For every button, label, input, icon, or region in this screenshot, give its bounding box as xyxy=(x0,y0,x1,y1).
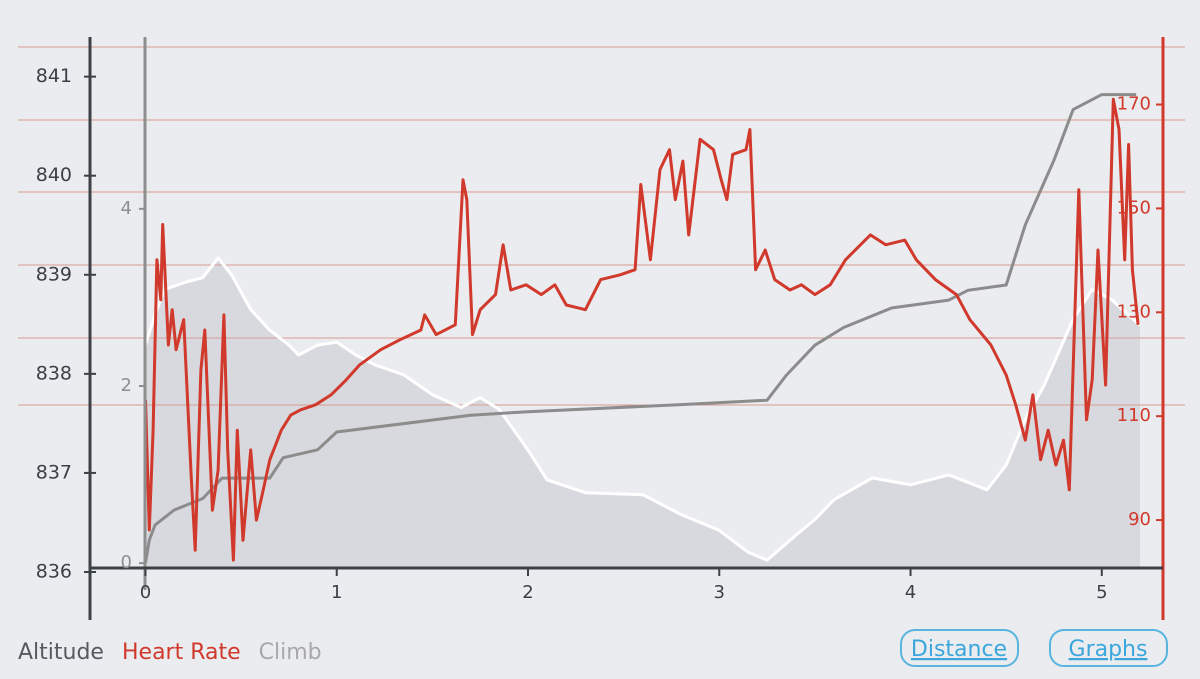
legend-entry: Climb xyxy=(259,640,322,665)
line xyxy=(144,256,1142,562)
y-tick-label: 838 xyxy=(36,362,72,384)
button[interactable]: Graphs xyxy=(1049,629,1168,667)
button-label[interactable]: Distance xyxy=(911,637,1007,662)
y2-tick-label: 170 xyxy=(1117,94,1151,115)
y-tick-label: 836 xyxy=(36,561,72,583)
guide-lines xyxy=(18,46,1185,406)
button-label[interactable]: Graphs xyxy=(1069,637,1148,662)
y-tick-label: 840 xyxy=(36,164,72,186)
button-frame[interactable] xyxy=(900,629,1019,667)
legend-entry: Heart Rate xyxy=(122,640,241,665)
plot-area xyxy=(145,257,1141,568)
x-tick-label: 2 xyxy=(522,582,533,603)
x-tick-label: 1 xyxy=(331,582,342,603)
series-lines xyxy=(144,93,1142,564)
y-tick-label: 839 xyxy=(36,263,72,285)
x-tick-label: 0 xyxy=(140,582,151,603)
y-tick-label: 841 xyxy=(36,65,72,87)
legend-entry: Altitude xyxy=(18,640,104,665)
button-frame[interactable] xyxy=(1049,629,1168,667)
x-tick-label: 3 xyxy=(714,582,725,603)
y2-tick-label: 150 xyxy=(1117,197,1151,218)
axes: 0 1 2 3 4 5 836 837 838 839 840 841 90 110 130 150 170 0 2… xyxy=(36,37,1165,620)
y2-tick-label: 110 xyxy=(1117,405,1151,426)
y3-tick-label: 2 xyxy=(121,375,132,396)
x-tick-label: 4 xyxy=(905,582,916,603)
button[interactable]: Distance xyxy=(900,629,1019,667)
y3-tick-label: 4 xyxy=(121,198,132,219)
y2-tick-label: 90 xyxy=(1128,509,1151,530)
line xyxy=(144,93,1137,564)
legend: Altitude Heart Rate Climb xyxy=(18,640,322,665)
line xyxy=(144,97,1140,562)
y-tick-label: 837 xyxy=(36,461,72,483)
y3-tick-label: 0 xyxy=(121,552,132,573)
area xyxy=(145,257,1141,568)
x-tick-label: 5 xyxy=(1096,582,1107,603)
y2-tick-label: 130 xyxy=(1117,301,1151,322)
